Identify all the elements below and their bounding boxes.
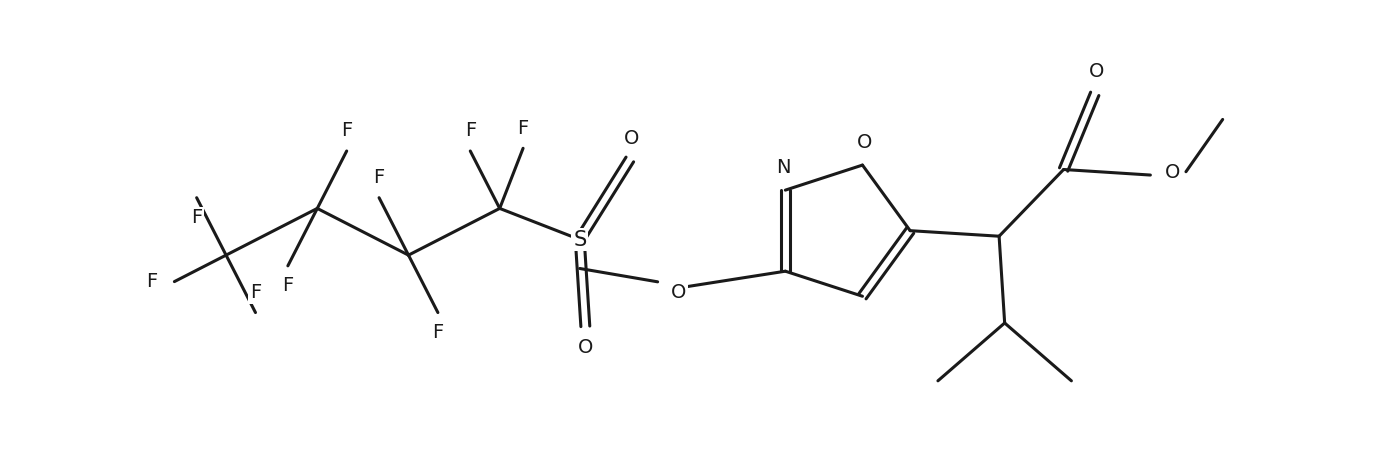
Text: O: O: [857, 133, 872, 152]
Text: F: F: [146, 272, 158, 291]
Text: F: F: [517, 119, 529, 138]
Text: O: O: [1089, 62, 1104, 81]
Text: O: O: [1165, 163, 1180, 183]
Text: F: F: [433, 323, 444, 342]
Text: N: N: [775, 158, 791, 177]
Text: F: F: [373, 168, 384, 187]
Text: F: F: [250, 283, 261, 302]
Text: F: F: [464, 122, 475, 140]
Text: O: O: [672, 284, 687, 302]
Text: S: S: [574, 230, 586, 249]
Text: F: F: [282, 277, 293, 295]
Text: F: F: [341, 122, 352, 140]
Text: O: O: [578, 338, 593, 357]
Text: O: O: [625, 129, 640, 148]
Text: F: F: [191, 208, 202, 227]
